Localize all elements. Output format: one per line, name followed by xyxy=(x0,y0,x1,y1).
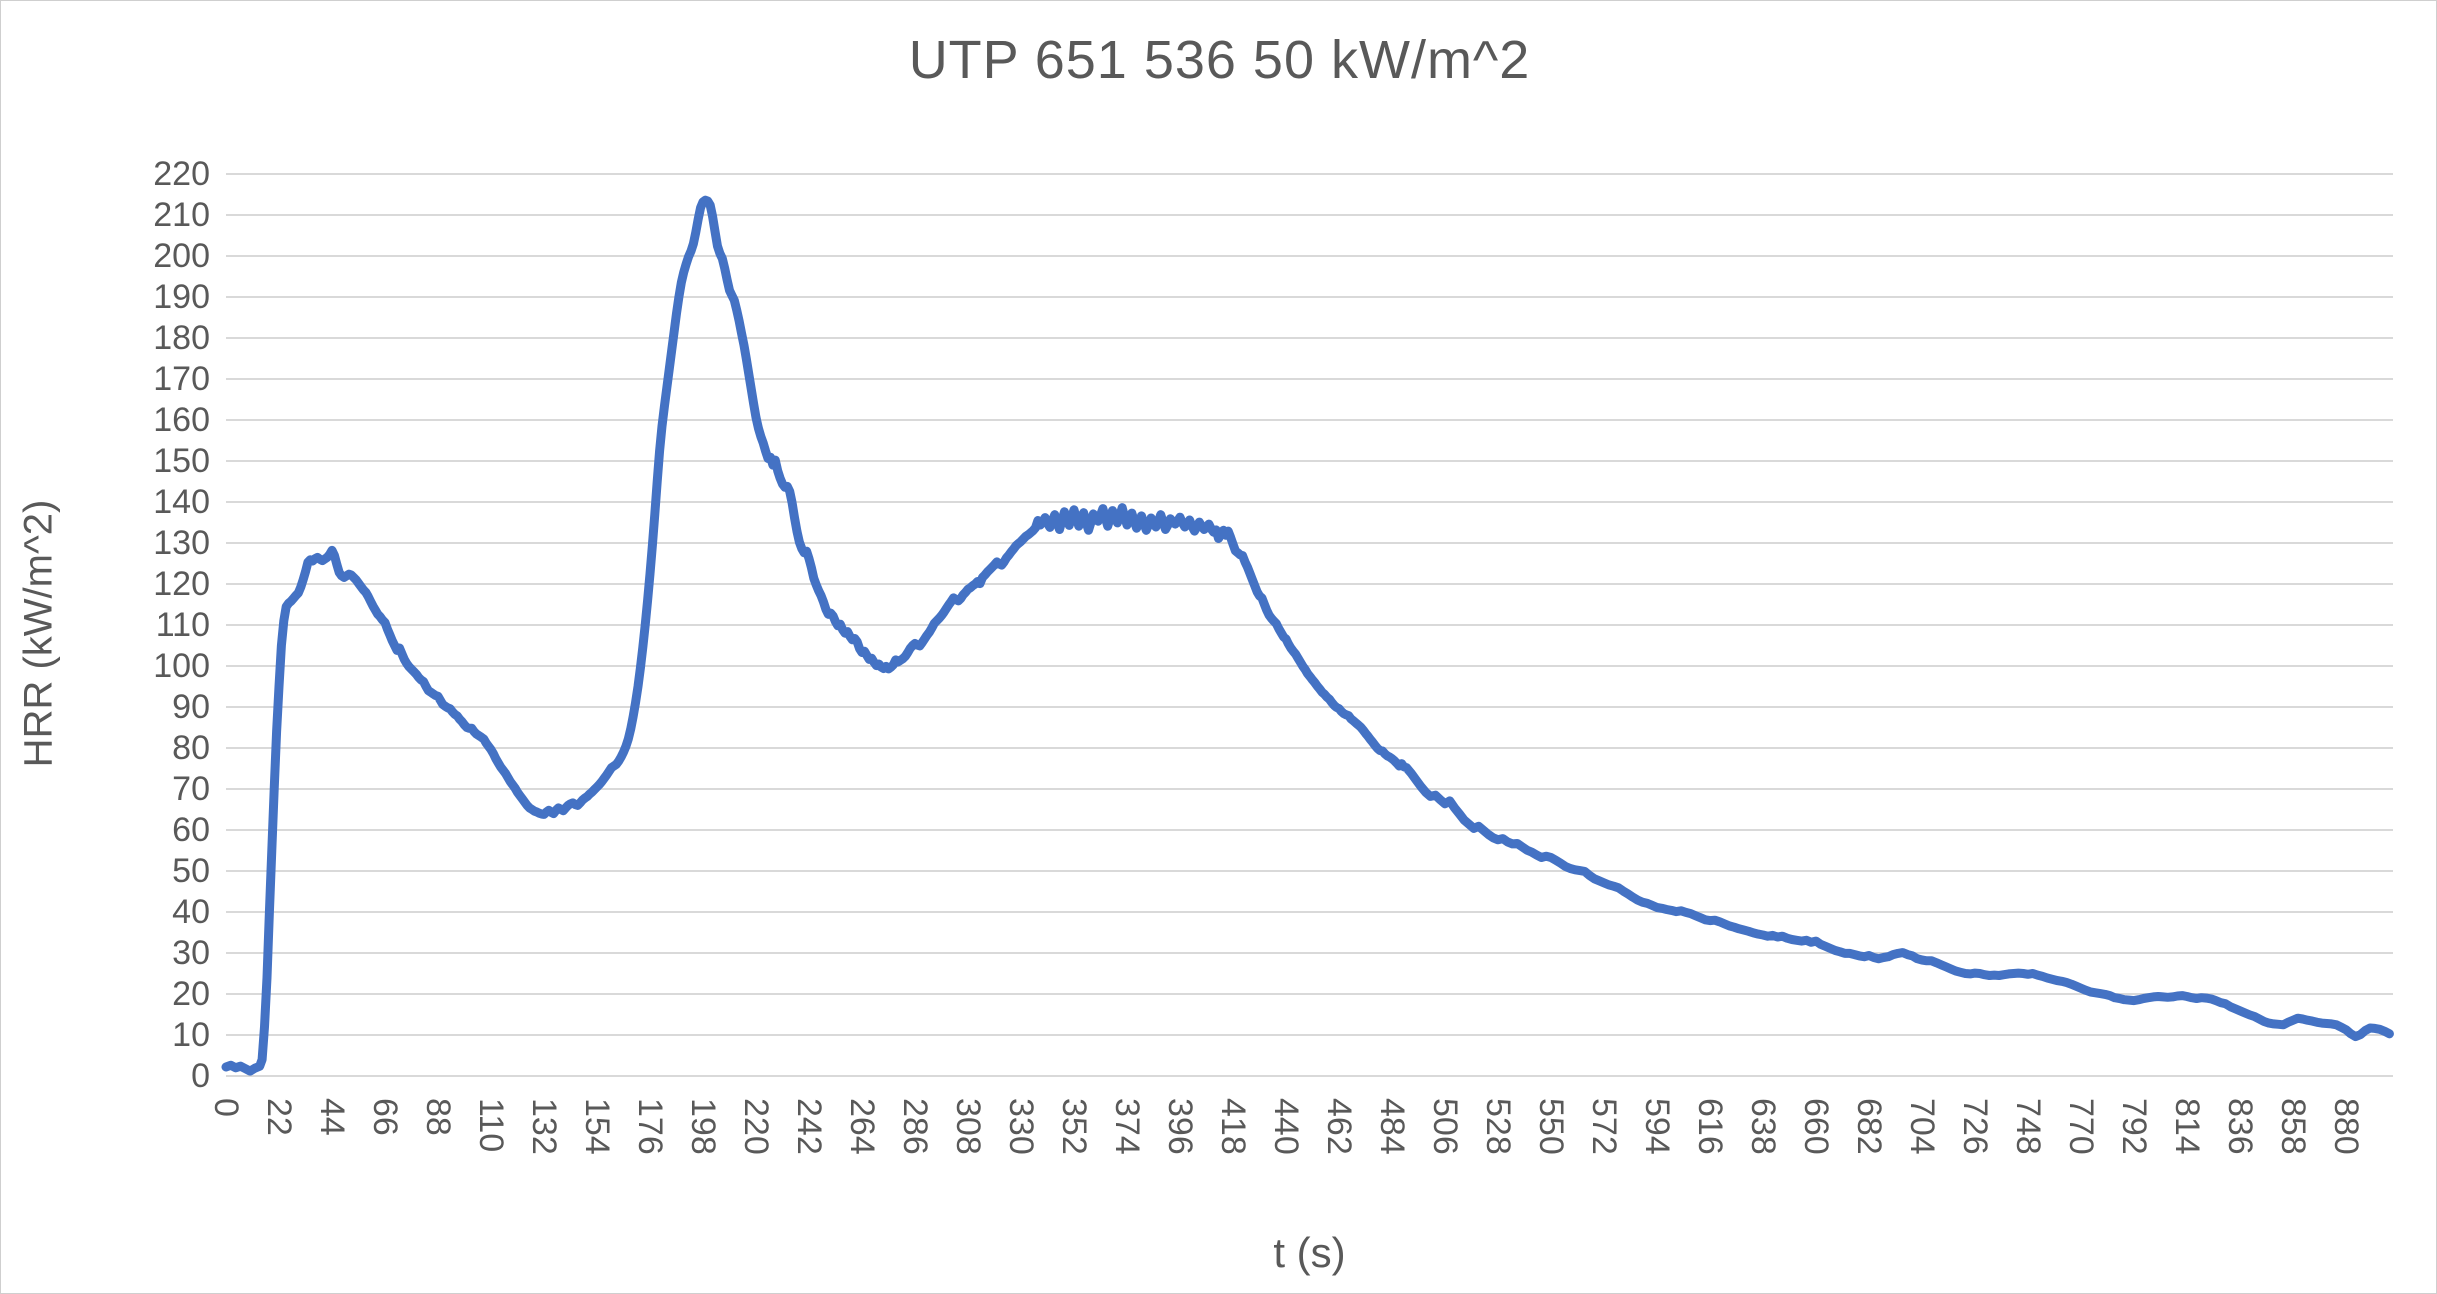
x-tick-label: 242 xyxy=(790,1098,828,1155)
x-tick-label: 308 xyxy=(949,1098,987,1155)
x-tick-label: 814 xyxy=(2168,1098,2206,1155)
x-tick-label: 440 xyxy=(1267,1098,1305,1155)
x-tick-label: 88 xyxy=(419,1098,457,1136)
x-tick-label: 286 xyxy=(896,1098,934,1155)
x-tick-label: 836 xyxy=(2221,1098,2259,1155)
x-tick-label: 638 xyxy=(1744,1098,1782,1155)
x-tick-label: 748 xyxy=(2009,1098,2047,1155)
x-tick-label: 726 xyxy=(1956,1098,1994,1155)
y-tick-label: 20 xyxy=(172,975,210,1013)
y-tick-label: 140 xyxy=(153,483,210,521)
x-tick-label: 616 xyxy=(1691,1098,1729,1155)
x-tick-label: 880 xyxy=(2327,1098,2365,1155)
x-tick-label: 572 xyxy=(1585,1098,1623,1155)
chart-title: UTP 651 536 50 kW/m^2 xyxy=(908,30,1531,90)
x-tick-label: 264 xyxy=(843,1098,881,1155)
x-tick-label: 154 xyxy=(578,1098,616,1155)
y-tick-label: 180 xyxy=(153,319,210,357)
x-tick-label: 660 xyxy=(1797,1098,1835,1155)
x-tick-label: 484 xyxy=(1373,1098,1411,1155)
x-tick-label: 198 xyxy=(684,1098,722,1155)
x-tick-label: 396 xyxy=(1161,1098,1199,1155)
x-tick-label: 506 xyxy=(1426,1098,1464,1155)
y-tick-label: 90 xyxy=(172,688,210,726)
y-tick-label: 80 xyxy=(172,729,210,767)
x-tick-label: 594 xyxy=(1638,1098,1676,1155)
y-tick-label: 0 xyxy=(191,1057,210,1095)
x-tick-label: 132 xyxy=(525,1098,563,1155)
y-tick-label: 110 xyxy=(156,606,210,644)
x-tick-label: 418 xyxy=(1214,1098,1252,1155)
y-tick-label: 70 xyxy=(172,770,210,808)
x-tick-label: 792 xyxy=(2115,1098,2153,1155)
x-tick-label: 858 xyxy=(2274,1098,2312,1155)
y-tick-label: 160 xyxy=(153,401,210,439)
x-tick-label: 462 xyxy=(1320,1098,1358,1155)
x-tick-label: 44 xyxy=(313,1098,351,1136)
x-tick-label: 682 xyxy=(1850,1098,1888,1155)
y-tick-label: 120 xyxy=(153,565,210,603)
y-tick-label: 30 xyxy=(172,934,210,972)
x-tick-label: 550 xyxy=(1532,1098,1570,1155)
x-axis-title: t (s) xyxy=(1273,1229,1346,1276)
y-tick-label: 190 xyxy=(153,278,210,316)
y-tick-label: 130 xyxy=(153,524,210,562)
x-tick-label: 704 xyxy=(1903,1098,1941,1155)
x-tick-label: 374 xyxy=(1108,1098,1146,1155)
x-tick-label: 66 xyxy=(366,1098,404,1136)
x-tick-label: 0 xyxy=(207,1098,245,1117)
y-tick-label: 50 xyxy=(172,852,210,890)
y-tick-label: 10 xyxy=(172,1016,210,1054)
x-tick-label: 176 xyxy=(631,1098,669,1155)
y-tick-label: 150 xyxy=(153,442,210,480)
x-tick-label: 220 xyxy=(737,1098,775,1155)
y-tick-label: 170 xyxy=(153,360,210,398)
x-tick-label: 770 xyxy=(2062,1098,2100,1155)
x-tick-label: 330 xyxy=(1002,1098,1040,1155)
y-axis-title: HRR (kW/m^2) xyxy=(16,499,61,768)
y-tick-label: 40 xyxy=(172,893,210,931)
y-tick-label: 100 xyxy=(153,647,210,685)
x-tick-label: 352 xyxy=(1055,1098,1093,1155)
y-tick-label: 200 xyxy=(153,237,210,275)
y-tick-label: 220 xyxy=(153,155,210,193)
x-tick-label: 110 xyxy=(472,1098,510,1152)
x-tick-label: 528 xyxy=(1479,1098,1517,1155)
y-tick-label: 60 xyxy=(172,811,210,849)
y-tick-label: 210 xyxy=(153,196,210,234)
series-line-hrr xyxy=(221,195,2394,1076)
x-tick-label: 22 xyxy=(260,1098,298,1136)
